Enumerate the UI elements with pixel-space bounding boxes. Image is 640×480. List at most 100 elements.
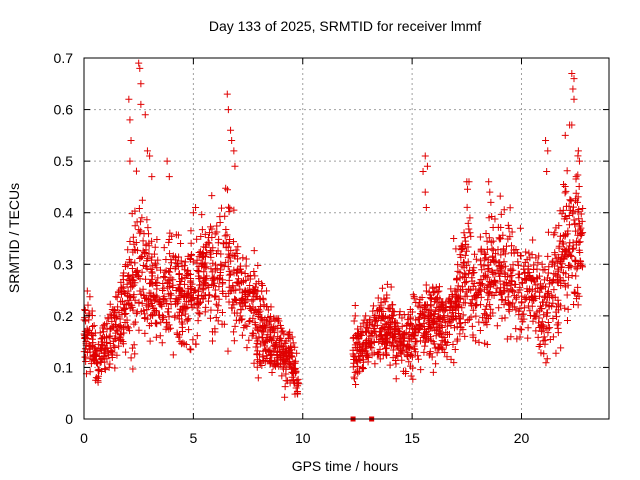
data-point — [131, 318, 139, 326]
data-point — [569, 85, 577, 93]
data-point — [505, 279, 513, 287]
data-point — [147, 256, 155, 264]
data-point — [574, 208, 582, 216]
data-point — [194, 309, 202, 317]
data-point — [215, 283, 223, 291]
data-point — [568, 121, 576, 129]
data-point — [542, 283, 550, 291]
data-point — [169, 252, 177, 260]
data-point — [422, 281, 430, 289]
data-point — [263, 337, 271, 345]
data-point — [472, 312, 480, 320]
data-point — [92, 359, 100, 367]
data-point — [366, 332, 374, 340]
data-point — [538, 305, 546, 313]
data-point — [89, 323, 97, 331]
data-point — [376, 355, 384, 363]
data-point — [230, 337, 238, 345]
data-point — [91, 344, 99, 352]
data-point — [577, 231, 585, 239]
data-point — [558, 263, 566, 271]
data-point — [385, 305, 393, 313]
data-point — [383, 330, 391, 338]
data-point — [281, 339, 289, 347]
data-point — [516, 270, 524, 278]
data-point — [401, 369, 409, 377]
data-point — [504, 221, 512, 229]
data-point — [180, 293, 188, 301]
data-point — [197, 259, 205, 267]
data-point — [497, 251, 505, 259]
data-point — [263, 303, 271, 311]
data-point — [451, 345, 459, 353]
y-tick-label: 0 — [65, 411, 73, 427]
data-point — [239, 302, 247, 310]
data-point — [553, 313, 561, 321]
x-tick-label: 5 — [189, 430, 197, 446]
data-point — [457, 246, 465, 254]
data-point — [135, 204, 143, 212]
data-point — [421, 338, 429, 346]
data-point — [127, 137, 135, 145]
data-point — [355, 335, 363, 343]
data-point — [412, 348, 420, 356]
data-point — [532, 254, 540, 262]
data-point — [570, 95, 578, 103]
data-point — [86, 368, 94, 376]
data-point — [285, 330, 293, 338]
data-point — [207, 246, 215, 254]
data-point — [459, 273, 467, 281]
data-point — [145, 242, 153, 250]
data-point — [546, 324, 554, 332]
data-point — [494, 223, 502, 231]
data-point — [544, 329, 552, 337]
data-point — [371, 360, 379, 368]
data-point — [426, 350, 434, 358]
data-point — [559, 240, 567, 248]
data-point — [409, 375, 417, 383]
data-point — [130, 281, 138, 289]
data-point — [174, 231, 182, 239]
data-point — [147, 297, 155, 305]
data-point — [443, 353, 451, 361]
data-point — [138, 268, 146, 276]
data-point — [476, 233, 484, 241]
data-point — [218, 320, 226, 328]
data-point — [475, 318, 483, 326]
data-point — [99, 322, 107, 330]
data-point — [450, 235, 458, 242]
data-point — [169, 351, 177, 359]
data-point — [558, 251, 566, 259]
data-point — [496, 269, 504, 277]
data-point — [120, 289, 128, 297]
data-point — [447, 355, 455, 363]
data-point — [168, 232, 176, 240]
data-point — [487, 312, 495, 320]
data-point — [476, 287, 484, 295]
data-point — [246, 282, 254, 290]
data-point — [200, 273, 208, 281]
data-point — [557, 344, 565, 352]
data-point — [174, 259, 182, 267]
data-point — [263, 319, 271, 327]
data-point — [526, 254, 534, 262]
data-point — [486, 288, 494, 296]
data-point — [512, 245, 520, 253]
data-point — [251, 272, 259, 280]
data-point — [119, 325, 127, 333]
data-point — [121, 318, 129, 326]
data-point — [238, 331, 246, 339]
data-point — [186, 294, 194, 302]
data-point — [230, 206, 238, 214]
data-point — [495, 288, 503, 296]
data-point — [186, 254, 194, 262]
data-point — [153, 264, 161, 272]
data-point — [229, 251, 237, 259]
data-point — [153, 236, 161, 244]
data-point — [475, 338, 483, 346]
data-point — [427, 294, 435, 302]
data-point — [267, 357, 275, 365]
data-point — [524, 288, 532, 296]
data-point — [381, 326, 389, 334]
data-point — [173, 329, 181, 337]
